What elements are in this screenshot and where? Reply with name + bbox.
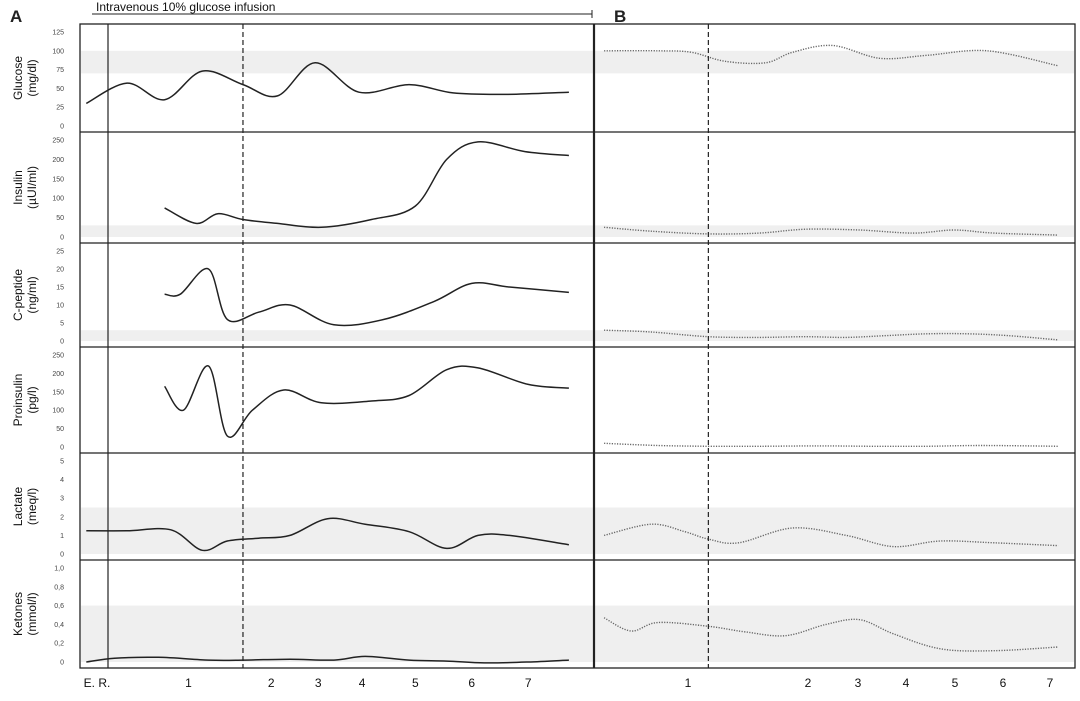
series-B-line	[604, 329, 1059, 341]
y-tick-label: 0	[60, 660, 64, 667]
y-tick-label: 3	[60, 496, 64, 503]
y-tick-label: 200	[52, 157, 64, 164]
reference-band	[81, 507, 1074, 554]
x-tick-label-a: 3	[315, 676, 322, 690]
series-B-line	[604, 44, 1059, 67]
y-tick-label: 2	[60, 514, 64, 521]
y-tick-label: 100	[52, 196, 64, 203]
x-tick-label-b: 4	[903, 676, 910, 690]
y-tick-label: 0	[60, 552, 64, 559]
y-tick-label: 200	[52, 371, 64, 378]
labels: 0255075100125Glucose(mg/dl)0501001502002…	[10, 0, 1054, 690]
y-tick-label: 4	[60, 477, 64, 484]
series-B-line	[604, 442, 1059, 448]
y-axis-label: Proinsulin(pg/l)	[11, 374, 39, 427]
x-tick-label-a: E. R.	[84, 676, 111, 690]
y-tick-label: 1,0	[54, 566, 64, 573]
y-tick-label: 20	[56, 267, 64, 274]
y-tick-label: 0	[60, 445, 64, 452]
y-tick-label: 150	[52, 176, 64, 183]
y-axis-label: Glucose(mg/dl)	[11, 56, 39, 100]
y-axis-label: Ketones(mmol/l)	[11, 592, 39, 636]
reference-band	[81, 330, 1074, 341]
y-tick-label: 0	[60, 339, 64, 346]
panel-frame	[79, 10, 1076, 669]
infusion-label: Intravenous 10% glucose infusion	[96, 0, 275, 14]
y-axis-label: Insulin(µUI/ml)	[11, 166, 39, 209]
reference-band	[81, 50, 1074, 74]
panel-letter-a: A	[10, 7, 22, 26]
series-A-line	[86, 655, 569, 664]
panel-letter-b: B	[614, 7, 626, 26]
series-B-line	[603, 523, 1059, 548]
series-A-line	[164, 267, 569, 327]
y-tick-label: 0	[60, 235, 64, 242]
series-A-line	[85, 62, 569, 105]
x-tick-label-a: 4	[359, 676, 366, 690]
y-tick-label: 50	[56, 215, 64, 222]
x-tick-label-b: 1	[685, 676, 692, 690]
x-tick-label-a: 7	[525, 676, 532, 690]
y-tick-label: 25	[56, 105, 64, 112]
reference-bands	[81, 50, 1074, 662]
x-tick-label-b: 2	[805, 676, 812, 690]
y-tick-label: 150	[52, 389, 64, 396]
x-tick-label-a: 1	[185, 676, 192, 690]
y-tick-label: 250	[52, 138, 64, 145]
y-tick-label: 25	[56, 249, 64, 256]
y-tick-label: 5	[60, 321, 64, 328]
reference-band	[81, 605, 1074, 662]
y-tick-label: 0	[60, 124, 64, 131]
y-tick-label: 75	[56, 67, 64, 74]
y-tick-label: 10	[56, 303, 64, 310]
y-tick-label: 250	[52, 353, 64, 360]
y-axis-label: Lactate(meq/l)	[11, 486, 39, 526]
series-A-line	[86, 517, 570, 552]
y-tick-label: 100	[52, 408, 64, 415]
y-tick-label: 50	[56, 426, 64, 433]
y-tick-label: 15	[56, 285, 64, 292]
series-A-line	[163, 365, 569, 439]
y-tick-label: 1	[60, 533, 64, 540]
y-tick-label: 0,6	[54, 603, 64, 610]
y-tick-label: 0,2	[54, 641, 64, 648]
x-tick-label-a: 5	[412, 676, 419, 690]
x-tick-label-a: 2	[268, 676, 275, 690]
series-A-line	[164, 141, 569, 229]
series-B-line	[604, 226, 1059, 236]
series-lines	[85, 44, 1059, 664]
y-tick-label: 100	[52, 48, 64, 55]
x-tick-label-b: 6	[1000, 676, 1007, 690]
y-tick-label: 5	[60, 459, 64, 466]
x-tick-label-b: 5	[952, 676, 959, 690]
y-tick-label: 0,8	[54, 584, 64, 591]
reference-band	[81, 225, 1074, 237]
outer-frame	[79, 23, 1076, 669]
y-tick-label: 125	[52, 30, 64, 37]
x-tick-label-b: 7	[1047, 676, 1054, 690]
x-tick-label-b: 3	[855, 676, 862, 690]
series-B-line	[603, 617, 1059, 652]
x-tick-label-a: 6	[468, 676, 475, 690]
y-tick-label: 0,4	[54, 622, 64, 629]
y-tick-label: 50	[56, 86, 64, 93]
y-axis-label: C-peptide(ng/ml)	[11, 269, 39, 321]
